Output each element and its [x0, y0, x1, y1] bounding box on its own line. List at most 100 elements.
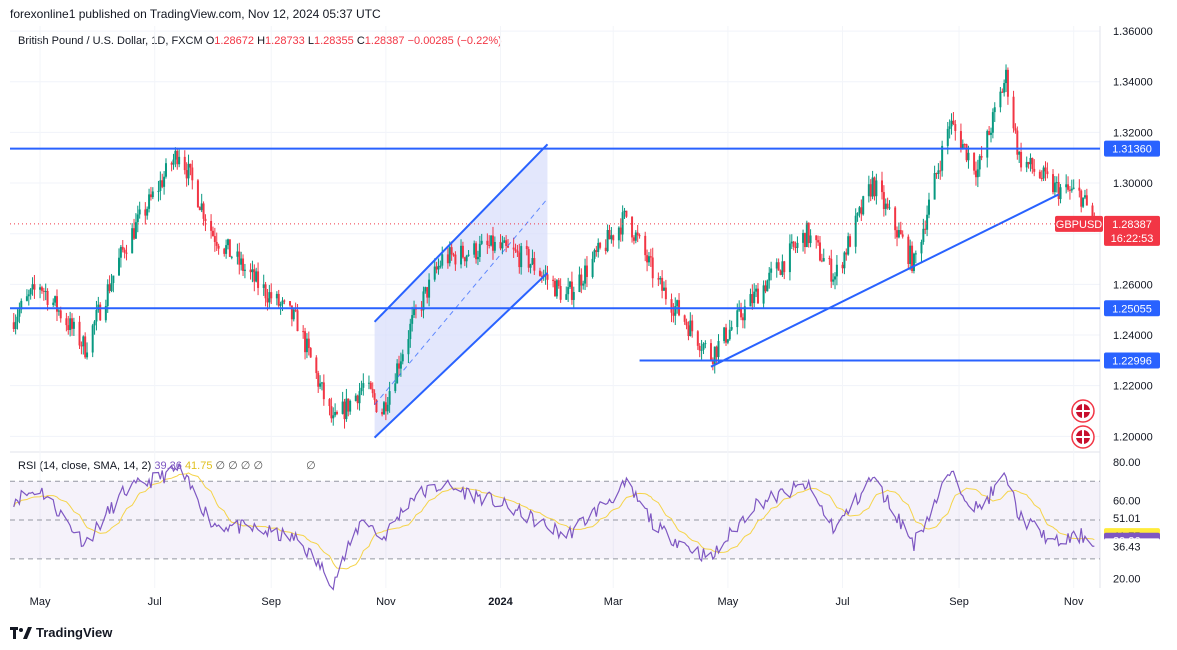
- candle-body: [450, 247, 453, 255]
- candle-body: [636, 232, 639, 236]
- candle-body: [309, 348, 312, 358]
- candle-body: [871, 177, 874, 197]
- candle-body: [123, 249, 126, 253]
- change-value: −0.00285 (−0.22%): [407, 35, 502, 47]
- candle-body: [490, 235, 493, 246]
- candle-body: [822, 258, 825, 262]
- candle-body: [533, 258, 536, 271]
- candle-body: [463, 257, 466, 262]
- candle-body: [275, 293, 278, 299]
- candle-body: [322, 382, 325, 400]
- candle-body: [149, 194, 152, 198]
- candle-body: [25, 296, 28, 301]
- candle-body: [371, 388, 374, 394]
- candle-body: [228, 239, 231, 257]
- candle-body: [187, 163, 190, 179]
- candle-body: [803, 233, 806, 248]
- candle-body: [341, 401, 344, 414]
- candle-body: [621, 212, 624, 235]
- candle-body: [715, 346, 718, 358]
- candle-body: [394, 383, 397, 392]
- candle-body: [711, 359, 714, 364]
- candle-body: [978, 156, 981, 170]
- candle-body: [572, 291, 575, 300]
- candle-body: [909, 245, 912, 264]
- footer-brand: TradingView: [36, 625, 113, 640]
- candle-body: [584, 265, 587, 284]
- candle-body: [911, 245, 914, 272]
- candle-body: [952, 120, 955, 125]
- candle-body: [136, 214, 139, 223]
- candle-body: [725, 327, 728, 343]
- candle-body: [591, 258, 594, 277]
- candle-body: [424, 287, 427, 292]
- candle-body: [593, 250, 596, 259]
- candle-body: [413, 307, 416, 316]
- candle-body: [717, 340, 720, 358]
- candle-body: [922, 228, 925, 243]
- candle-body: [268, 292, 271, 303]
- candle-body: [670, 299, 673, 313]
- candle-body: [257, 271, 260, 288]
- candle-body: [486, 240, 489, 245]
- candle-body: [698, 345, 701, 351]
- candle-body: [585, 265, 588, 277]
- candle-body: [1067, 184, 1070, 190]
- candle-body: [345, 398, 348, 420]
- candle-body: [520, 246, 523, 268]
- candle-body: [702, 343, 705, 350]
- candle-body: [426, 287, 429, 298]
- rsi-value-label: 36.43: [1113, 541, 1141, 553]
- candle-body: [217, 245, 220, 249]
- time-tick-label: May: [30, 596, 51, 608]
- candle-body: [676, 300, 679, 307]
- candle-body: [112, 275, 115, 284]
- candle-body: [788, 243, 791, 273]
- close-label: C: [356, 35, 365, 47]
- candle-body: [959, 131, 962, 150]
- candle-body: [320, 382, 323, 384]
- candle-body: [946, 128, 949, 146]
- rsi-line: [13, 462, 1095, 591]
- candle-body: [894, 207, 897, 231]
- candle-body: [809, 235, 812, 244]
- candle-body: [1082, 197, 1085, 207]
- candle-body: [606, 229, 609, 252]
- candle-body: [818, 242, 821, 261]
- candle-body: [72, 321, 75, 329]
- candle-body: [1027, 161, 1030, 165]
- candle-body: [40, 287, 43, 291]
- candle-body: [657, 278, 660, 280]
- candle-body: [790, 241, 793, 244]
- rsi-extra2: ∅: [306, 460, 316, 472]
- candle-body: [131, 228, 134, 254]
- candle-body: [29, 289, 32, 295]
- candle-body: [476, 256, 479, 260]
- candle-body: [343, 401, 346, 420]
- candle-body: [78, 321, 81, 346]
- candle-body: [730, 327, 733, 330]
- candle-body: [937, 170, 940, 175]
- time-tick-label: Sep: [949, 596, 969, 608]
- candle-body: [805, 222, 808, 248]
- candle-body: [941, 145, 944, 171]
- symbol-badge-label: GBPUSD: [1056, 219, 1103, 231]
- candle-body: [516, 250, 519, 253]
- candle-body: [709, 343, 712, 360]
- candle-body: [988, 131, 991, 135]
- candle-body: [262, 284, 265, 288]
- candle-body: [756, 288, 759, 304]
- price-level-label: 1.22996: [1112, 355, 1152, 367]
- candle-body: [691, 320, 694, 332]
- candle-body: [610, 235, 613, 240]
- candle-body: [1005, 69, 1008, 84]
- candle-body: [362, 383, 365, 388]
- candle-body: [174, 150, 177, 160]
- candle-body: [531, 258, 534, 265]
- candle-body: [86, 352, 89, 358]
- candle-body: [33, 284, 36, 290]
- price-tick-label: 1.30000: [1113, 178, 1153, 190]
- candle-body: [777, 262, 780, 271]
- rsi-band: [10, 481, 1100, 559]
- flag-marker-icon: [1076, 404, 1090, 418]
